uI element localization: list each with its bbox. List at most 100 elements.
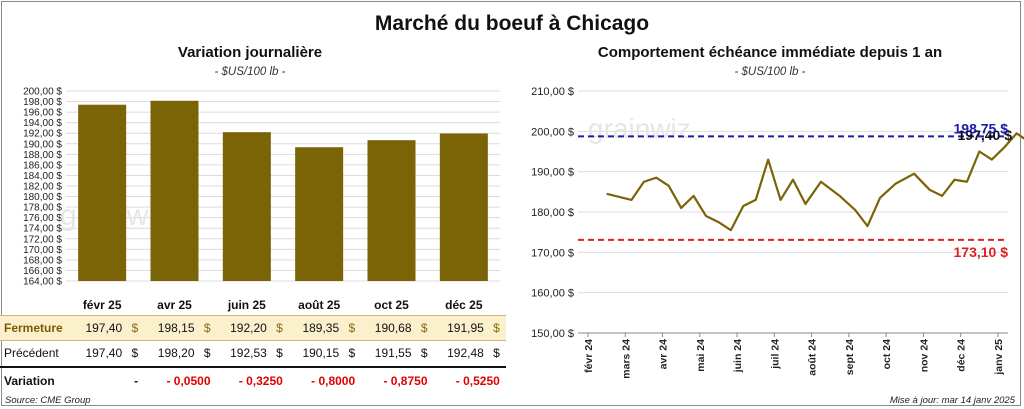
table-cell: 190,15 $ bbox=[283, 346, 355, 360]
table-cell: 197,40 $ bbox=[66, 346, 138, 360]
x-tick-label: févr 25 bbox=[83, 298, 122, 312]
x-tick-label: oct 24 bbox=[881, 339, 893, 370]
x-tick-label: févr 24 bbox=[583, 339, 595, 373]
x-tick-label: avr 24 bbox=[658, 339, 670, 370]
cell-unit: $ bbox=[493, 346, 500, 360]
table-cell: - 0,3250 bbox=[211, 374, 283, 388]
table-cell: 191,95 $ bbox=[428, 321, 500, 335]
table-cell: - 0,5250 bbox=[428, 374, 500, 388]
x-tick-label: déc 24 bbox=[956, 339, 968, 372]
y-tick-label: 194,00 $ bbox=[23, 118, 62, 129]
x-tick-label: août 24 bbox=[807, 339, 819, 376]
cell-value: 198,20 bbox=[157, 346, 195, 360]
table-cell: 198,15 $ bbox=[139, 321, 211, 335]
bar bbox=[367, 140, 416, 281]
y-tick-label: 190,00 $ bbox=[23, 139, 62, 150]
watermark: grainwiz bbox=[588, 113, 691, 144]
y-tick-label: 170,00 $ bbox=[531, 247, 574, 259]
y-tick-label: 210,00 $ bbox=[531, 86, 574, 98]
bar bbox=[222, 132, 271, 281]
table-cell: - 0,8000 bbox=[283, 374, 355, 388]
y-tick-label: 200,00 $ bbox=[23, 87, 62, 98]
y-tick-label: 180,00 $ bbox=[531, 207, 574, 219]
cell-unit: $ bbox=[131, 346, 139, 360]
x-tick-label: août 25 bbox=[298, 298, 340, 312]
y-tick-label: 196,00 $ bbox=[23, 108, 62, 119]
cell-unit: $ bbox=[203, 321, 211, 335]
table-divider bbox=[0, 366, 506, 368]
y-tick-label: 160,00 $ bbox=[531, 288, 574, 300]
right-chart-unit: - $US/100 lb - bbox=[734, 66, 806, 78]
y-tick-label: 168,00 $ bbox=[23, 255, 62, 266]
y-tick-label: 174,00 $ bbox=[23, 224, 62, 235]
x-tick-label: déc 25 bbox=[445, 298, 483, 312]
x-tick-label: juin 25 bbox=[227, 298, 266, 312]
y-tick-label: 184,00 $ bbox=[23, 171, 62, 182]
cell-value: 192,53 bbox=[230, 346, 267, 360]
y-tick-label: 164,00 $ bbox=[23, 277, 62, 288]
price-line bbox=[606, 132, 1024, 232]
cell-value: 192,20 bbox=[230, 321, 267, 335]
table-cell: 197,40 $ bbox=[66, 321, 138, 335]
cell-value: 197,40 bbox=[85, 321, 123, 335]
x-tick-label: mars 24 bbox=[620, 339, 632, 379]
table-cell: 192,20 $ bbox=[211, 321, 283, 335]
y-tick-label: 172,00 $ bbox=[23, 234, 62, 245]
y-tick-label: 186,00 $ bbox=[23, 160, 62, 171]
cell-value: - 0,0500 bbox=[166, 374, 211, 388]
cell-value: 191,95 bbox=[447, 321, 484, 335]
cell-unit: $ bbox=[276, 321, 283, 335]
table-cell: - 0,8750 bbox=[356, 374, 427, 388]
y-tick-label: 198,00 $ bbox=[23, 97, 62, 108]
bar bbox=[295, 147, 344, 281]
cell-unit: $ bbox=[348, 321, 356, 335]
cell-value: 198,15 bbox=[157, 321, 195, 335]
table-row-fermeture: Fermeture 197,40 $198,15 $192,20 $189,35 $19… bbox=[0, 315, 506, 341]
table-cell: 189,35 $ bbox=[283, 321, 355, 335]
x-tick-label: juil 24 bbox=[769, 339, 781, 370]
cell-value: 192,48 bbox=[447, 346, 484, 360]
cell-value: 189,35 bbox=[302, 321, 340, 335]
y-tick-label: 176,00 $ bbox=[23, 213, 62, 224]
y-tick-label: 182,00 $ bbox=[23, 182, 62, 193]
right-chart-title: Comportement échéance immédiate depuis 1… bbox=[597, 44, 943, 61]
bar bbox=[439, 133, 488, 281]
table-cell: 192,48 $ bbox=[428, 346, 500, 360]
cell-unit: $ bbox=[276, 346, 283, 360]
x-tick-label: nov 24 bbox=[918, 339, 930, 372]
cell-unit: $ bbox=[493, 321, 500, 335]
table-cell: 191,55 $ bbox=[356, 346, 428, 360]
page-title: Marché du boeuf à Chicago bbox=[374, 12, 650, 35]
cell-value: - bbox=[134, 374, 139, 388]
table-row-precedent: Précédent 197,40 $198,20 $192,53 $190,15 $19… bbox=[0, 341, 506, 365]
table-cell: 190,68 $ bbox=[356, 321, 428, 335]
left-chart-title: Variation journalière bbox=[177, 44, 323, 61]
y-tick-label: 170,00 $ bbox=[23, 245, 62, 256]
row-label: Variation bbox=[4, 374, 55, 388]
cell-unit: $ bbox=[348, 346, 356, 360]
x-tick-label: avr 25 bbox=[157, 298, 192, 312]
cell-value: 191,55 bbox=[374, 346, 412, 360]
cell-unit: $ bbox=[420, 321, 428, 335]
table-cell: - 0,0500 bbox=[139, 374, 211, 388]
cell-unit: $ bbox=[203, 346, 211, 360]
y-tick-label: 188,00 $ bbox=[23, 150, 62, 161]
y-tick-label: 180,00 $ bbox=[23, 192, 62, 203]
high-reference-label: 198,75 $ bbox=[954, 120, 1009, 136]
cell-value: - 0,8000 bbox=[311, 374, 356, 388]
table-cell: 198,20 $ bbox=[139, 346, 211, 360]
y-tick-label: 192,00 $ bbox=[23, 129, 62, 140]
cell-unit: $ bbox=[131, 321, 139, 335]
table-cell: - bbox=[66, 374, 138, 388]
line-chart: 150,00 $ 160,00 $ 170,00 $ 180,00 $ 190,00 $… bbox=[531, 86, 1024, 379]
row-label: Fermeture bbox=[4, 321, 63, 335]
bar bbox=[150, 100, 199, 281]
y-tick-label: 200,00 $ bbox=[531, 126, 574, 138]
bar bbox=[78, 104, 127, 281]
x-tick-label: mai 24 bbox=[695, 339, 707, 372]
cell-unit: $ bbox=[420, 346, 428, 360]
last-value-label: 197,40 $ bbox=[958, 127, 1013, 143]
cell-value: 197,40 bbox=[85, 346, 123, 360]
y-tick-label: 166,00 $ bbox=[23, 266, 62, 277]
